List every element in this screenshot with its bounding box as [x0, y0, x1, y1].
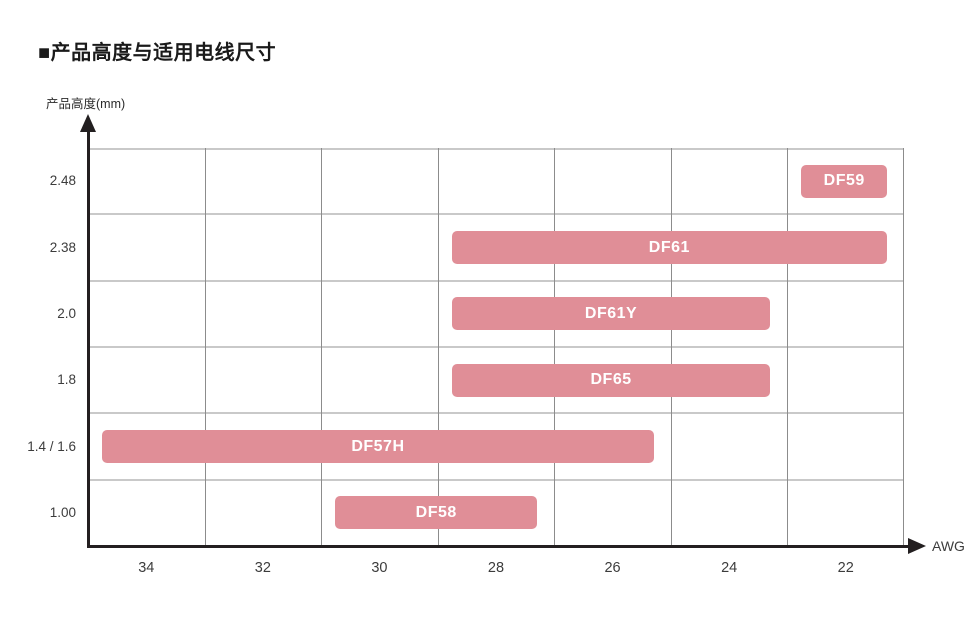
gridline-horizontal	[88, 148, 904, 150]
y-tick-label: 1.00	[49, 504, 76, 520]
chart-title: ■产品高度与适用电线尺寸	[38, 42, 277, 64]
gridline-horizontal	[88, 346, 904, 348]
y-tick-label: 1.8	[57, 372, 76, 388]
y-axis-line	[86, 124, 90, 547]
y-axis-arrow-up-icon	[80, 114, 96, 132]
gridline-horizontal	[88, 412, 904, 415]
x-tick-label: 26	[604, 560, 621, 576]
x-tick-label: 32	[254, 560, 271, 576]
gridline-vertical	[204, 148, 206, 546]
gridline-vertical	[670, 148, 672, 546]
x-tick-label: 22	[837, 560, 854, 576]
gridline-horizontal	[88, 213, 904, 216]
y-tick-label: 1.4 / 1.6	[27, 438, 76, 454]
gridline-vertical	[903, 148, 904, 546]
gridline-horizontal	[88, 279, 904, 282]
bar-df59: DF59	[801, 164, 887, 198]
bar-df58: DF58	[335, 496, 538, 530]
plot-area	[88, 148, 904, 546]
x-axis-title: AWG	[932, 538, 965, 554]
gridline-vertical	[321, 148, 323, 546]
gridline-vertical	[787, 148, 789, 546]
x-tick-label: 30	[371, 560, 388, 576]
x-axis-line	[86, 544, 912, 548]
gridline-vertical	[437, 148, 439, 546]
x-axis-arrow-right-icon	[908, 538, 926, 554]
gridline-horizontal	[88, 478, 904, 481]
y-axis-title: 产品高度(mm)	[46, 97, 126, 111]
x-tick-label: 24	[721, 560, 738, 576]
x-tick-label: 34	[138, 560, 155, 576]
y-tick-label: 2.0	[57, 305, 76, 321]
y-tick-label: 2.38	[49, 239, 76, 255]
gridline-vertical	[554, 148, 556, 546]
y-tick-label: 2.48	[49, 173, 76, 189]
x-tick-label: 28	[487, 560, 505, 576]
bar-df61y: DF61Y	[451, 297, 771, 331]
bar-df65: DF65	[451, 363, 771, 397]
bar-df57h: DF57H	[102, 430, 654, 463]
bar-df61: DF61	[451, 231, 887, 264]
